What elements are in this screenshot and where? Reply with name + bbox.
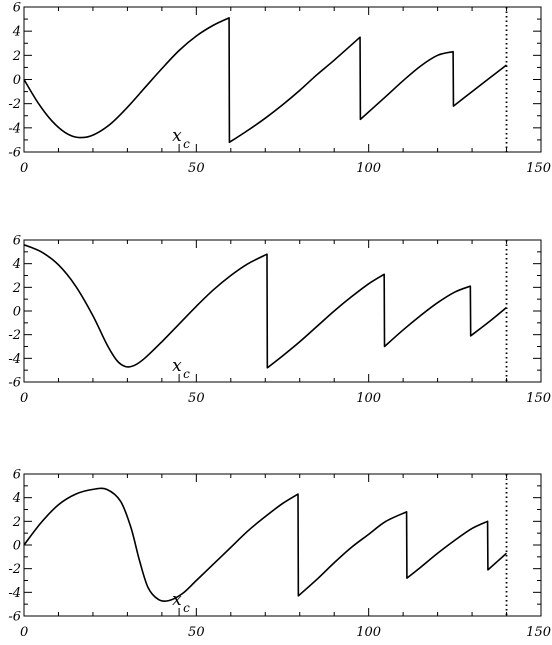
y-tick-label: -6 (8, 376, 21, 391)
y-tick-label: 6 (13, 1, 21, 16)
y-tick-label: 6 (13, 468, 21, 483)
y-tick-label: 4 (12, 25, 21, 40)
xc-label: x (172, 590, 182, 610)
y-tick-label: 0 (13, 305, 21, 320)
series-line-1 (23, 243, 508, 369)
xc-subscript: c (183, 367, 190, 381)
y-tick-label: -4 (8, 352, 21, 367)
x-tick-label: 0 (20, 391, 28, 406)
y-tick-label: -2 (8, 97, 21, 112)
y-tick-label: 2 (12, 49, 21, 64)
y-tick-label: 2 (12, 281, 21, 296)
y-tick-label: -4 (8, 586, 21, 601)
y-tick-label: 2 (12, 515, 21, 530)
xc-subscript: c (183, 137, 190, 151)
x-tick-label: 150 (526, 161, 551, 176)
x-tick-label: 0 (20, 161, 28, 176)
x-tick-label: 50 (188, 161, 205, 176)
plot-frame (23, 473, 542, 617)
y-tick-label: 4 (12, 257, 21, 272)
chart-panel-1: 0 50 100 150 -6 -4 -2 0 2 4 6 x c (8, 1, 551, 177)
chart-panel-2: 0 50 100 150 -6 -4 -2 0 2 4 6 x c (8, 234, 551, 407)
y-tick-label: -6 (8, 610, 21, 625)
xc-label: x (172, 126, 182, 146)
y-tick-label: -2 (8, 328, 21, 343)
y-tick-label: 4 (12, 491, 21, 506)
x-tick-label: 50 (188, 391, 205, 406)
y-tick-label: -2 (8, 562, 21, 577)
x-tick-label: 100 (356, 391, 381, 406)
y-tick-label: 6 (13, 234, 21, 249)
chart-panel-3: 0 50 100 150 -6 -4 -2 0 2 4 6 x c (8, 468, 551, 641)
x-tick-label: 150 (526, 391, 551, 406)
y-tick-label: -4 (8, 121, 21, 136)
y-tick-label: 0 (13, 73, 21, 88)
xc-subscript: c (183, 601, 190, 615)
x-tick-label: 100 (356, 161, 381, 176)
y-tick-label: 0 (13, 539, 21, 554)
x-tick-label: 100 (356, 625, 381, 640)
y-tick-label: -6 (8, 146, 21, 161)
x-tick-label: 150 (526, 625, 551, 640)
x-tick-label: 50 (188, 625, 205, 640)
plot-frame (23, 239, 542, 383)
x-tick-label: 0 (20, 625, 28, 640)
series-line-1 (23, 17, 508, 144)
series-line-1 (23, 487, 508, 603)
xc-label: x (172, 356, 182, 376)
